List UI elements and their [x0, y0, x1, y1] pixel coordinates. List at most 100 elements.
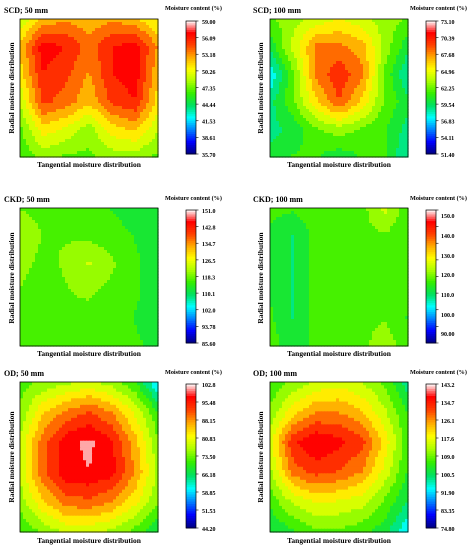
panel-scd-50: SCD; 50 mm Moisture content (%) Radial m…: [4, 5, 222, 169]
heatmap-cell: [68, 145, 72, 149]
heatmap-cell: [282, 31, 286, 35]
heatmap-cell: [56, 85, 60, 89]
heatmap-cell: [110, 82, 114, 86]
heatmap-cell: [336, 34, 340, 38]
heatmap-cell: [80, 55, 84, 59]
heatmap-cell: [101, 91, 105, 95]
heatmap-cell: [288, 40, 292, 44]
heatmap-cell: [342, 40, 346, 44]
heatmap-cell: [41, 76, 45, 80]
heatmap-cell: [107, 82, 111, 86]
heatmap-cell: [101, 61, 105, 65]
heatmap-cell: [95, 133, 99, 137]
heatmap-cell: [98, 142, 102, 146]
heatmap-cell: [77, 106, 81, 110]
heatmap-cell: [83, 142, 87, 146]
heatmap-cell: [324, 46, 328, 50]
heatmap-cell: [279, 22, 283, 26]
heatmap-cell: [131, 70, 135, 74]
heatmap-cell: [59, 22, 63, 26]
heatmap-cell: [29, 130, 33, 134]
heatmap-cell: [38, 22, 42, 26]
colorbar-segment: [186, 36, 196, 40]
heatmap-cell: [50, 58, 54, 62]
heatmap-cell: [110, 127, 114, 131]
heatmap-cell: [98, 31, 102, 35]
heatmap-cell: [26, 76, 30, 80]
heatmap-cell: [134, 103, 138, 107]
heatmap-cell: [65, 127, 69, 131]
heatmap-cell: [303, 37, 307, 41]
heatmap-cell: [143, 88, 147, 92]
heatmap-cell: [95, 22, 99, 26]
heatmap-cell: [354, 49, 358, 53]
heatmap-cell: [402, 40, 406, 44]
colorbar-segment: [186, 89, 196, 93]
heatmap-cell: [360, 25, 364, 29]
heatmap-cell: [128, 124, 132, 128]
heatmap-cell: [125, 145, 129, 149]
heatmap-cell: [98, 148, 102, 152]
heatmap-cell: [95, 28, 99, 32]
heatmap-cell: [62, 94, 66, 98]
heatmap-cell: [104, 109, 108, 113]
colorbar-tick-label: 64.96: [441, 70, 455, 76]
heatmap-cell: [32, 109, 36, 113]
colorbar-tick-label: 50.26: [202, 70, 216, 76]
heatmap-cell: [38, 37, 42, 41]
heatmap-cell: [110, 133, 114, 137]
heatmap-cell: [134, 28, 138, 32]
heatmap-cell: [101, 148, 105, 152]
heatmap-cell: [41, 22, 45, 26]
heatmap-cell: [65, 22, 69, 26]
heatmap-cell: [56, 106, 60, 110]
heatmap-cell: [140, 52, 144, 56]
heatmap-cell: [23, 121, 27, 125]
heatmap-cell: [77, 148, 81, 152]
heatmap-cell: [47, 37, 51, 41]
heatmap-cell: [86, 118, 90, 122]
heatmap-cell: [74, 109, 78, 113]
heatmap-cell: [68, 31, 72, 35]
heatmap-cell: [32, 148, 36, 152]
heatmap-cell: [134, 88, 138, 92]
heatmap-cell: [62, 127, 66, 131]
heatmap-cell: [77, 67, 81, 71]
heatmap-cell: [98, 46, 102, 50]
heatmap-cell: [47, 64, 51, 68]
heatmap-cell: [50, 49, 54, 53]
heatmap-cell: [62, 43, 66, 47]
heatmap-cell: [146, 115, 150, 119]
heatmap-cell: [53, 124, 57, 128]
heatmap-cell: [360, 43, 364, 47]
heatmap-cell: [80, 136, 84, 140]
colorbar-segment: [186, 129, 196, 133]
heatmap-cell: [119, 100, 123, 104]
heatmap-cell: [38, 151, 42, 155]
heatmap-cell: [122, 85, 126, 89]
heatmap-cell: [104, 91, 108, 95]
heatmap-cell: [131, 46, 135, 50]
heatmap-cell: [29, 148, 33, 152]
heatmap-cell: [155, 37, 159, 41]
heatmap-cell: [155, 82, 159, 86]
heatmap-cell: [26, 28, 30, 32]
heatmap-cell: [113, 142, 117, 146]
heatmap-cell: [113, 148, 117, 152]
heatmap-cell: [32, 25, 36, 29]
heatmap-cell: [372, 28, 376, 32]
heatmap-cell: [155, 46, 159, 50]
heatmap-cell: [372, 37, 376, 41]
panel-scd-100: SCD; 100 mm Moisture content (%) Radial …: [253, 5, 467, 169]
heatmap-cell: [104, 106, 108, 110]
heatmap-cell: [68, 112, 72, 116]
heatmap-cell: [312, 37, 316, 41]
heatmap-cell: [53, 133, 57, 137]
heatmap-cell: [20, 118, 24, 122]
heatmap-cell: [143, 151, 147, 155]
heatmap-cell: [86, 70, 90, 74]
heatmap-cell: [155, 73, 159, 77]
colorbar-tick-label: 53.18: [202, 53, 216, 59]
heatmap-cell: [86, 34, 90, 38]
heatmap-cell: [53, 106, 57, 110]
